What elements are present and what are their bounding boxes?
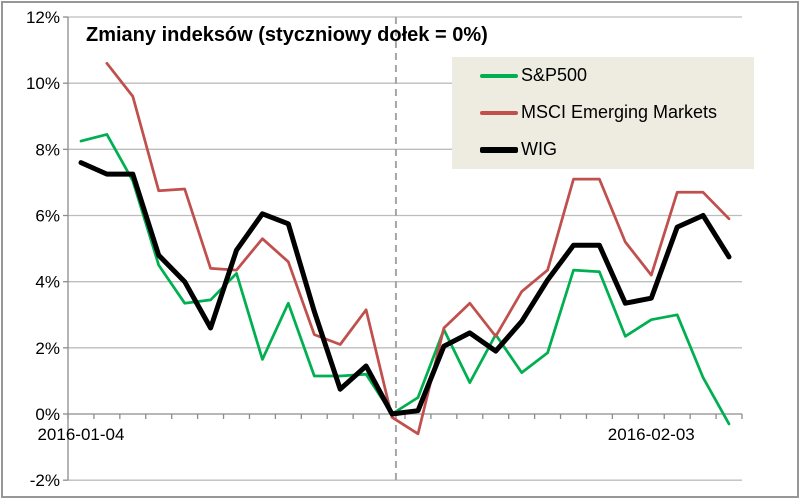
- msci-line-swatch: [480, 110, 518, 115]
- y-axis-label: 10%: [26, 74, 60, 93]
- legend-item-msci: MSCI Emerging Markets: [452, 94, 754, 131]
- y-axis-label: 4%: [35, 273, 60, 292]
- legend-item-sp500: S&P500: [452, 57, 754, 94]
- legend-label-wig: WIG: [521, 139, 557, 159]
- y-axis-label: 6%: [35, 207, 60, 226]
- legend-item-wig: WIG: [452, 131, 754, 168]
- wig-line-swatch: [480, 146, 518, 153]
- y-axis-label: 12%: [26, 8, 60, 27]
- legend-label-sp500: S&P500: [521, 65, 588, 85]
- series-line-sp500: [79, 133, 731, 426]
- x-axis-label: 2016-02-03: [608, 425, 695, 444]
- y-axis-label: 8%: [35, 140, 60, 159]
- y-axis-label: 0%: [35, 405, 60, 424]
- series-line-msciemergingmarkets: [105, 61, 731, 436]
- chart-title: Zmiany indeksów (styczniowy dołek = 0%): [86, 24, 488, 46]
- sp500-line-swatch: [480, 73, 518, 78]
- legend: S&P500 MSCI Emerging Markets WIG: [452, 57, 754, 169]
- series-line-wig: [78, 160, 732, 417]
- y-axis-label: 2%: [35, 339, 60, 358]
- x-axis-label: 2016-01-04: [37, 425, 124, 444]
- y-axis-label: -2%: [30, 471, 60, 490]
- legend-label-msci: MSCI Emerging Markets: [521, 102, 718, 122]
